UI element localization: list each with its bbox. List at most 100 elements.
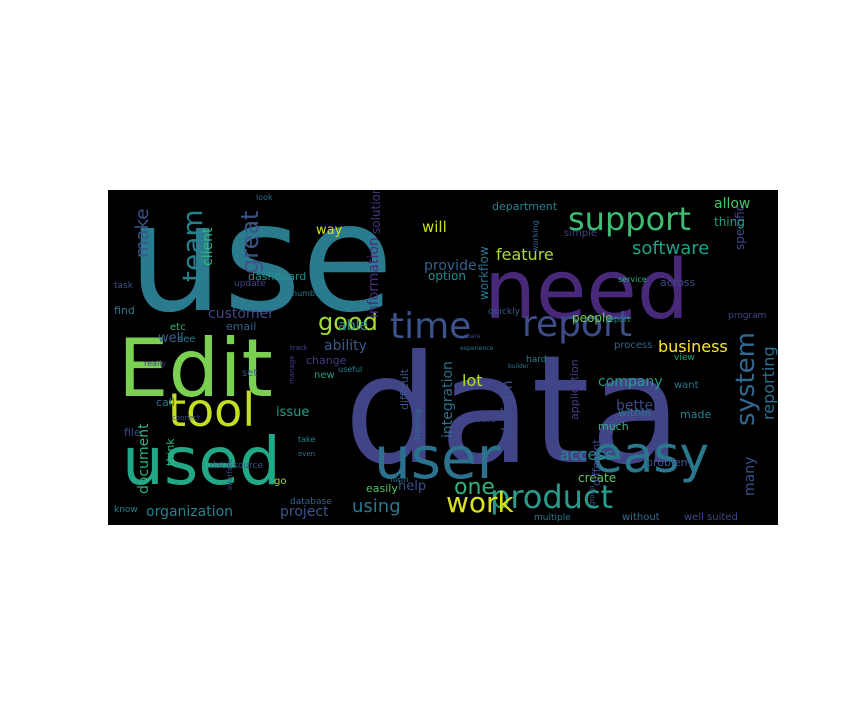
cloud-word-data-source: data source bbox=[210, 461, 263, 471]
cloud-word-will: will bbox=[422, 218, 447, 236]
cloud-word-problem: problem bbox=[646, 456, 692, 469]
cloud-word-people: people bbox=[572, 311, 613, 325]
cloud-word-ability: ability bbox=[324, 338, 367, 354]
cloud-word-builder: builder bbox=[508, 363, 529, 370]
cloud-word-number: number bbox=[292, 289, 324, 298]
cloud-word-good: good bbox=[318, 308, 378, 336]
cloud-word-much: much bbox=[598, 420, 629, 433]
cloud-word-across: across bbox=[660, 276, 696, 289]
cloud-word-manage: manage bbox=[288, 355, 296, 384]
cloud-word-report: report bbox=[522, 304, 632, 345]
cloud-word-take: take bbox=[298, 435, 315, 444]
cloud-word-used: used bbox=[122, 423, 281, 500]
cloud-word-report: report bbox=[606, 315, 630, 324]
cloud-word-team: team bbox=[176, 209, 209, 282]
cloud-word-update: update bbox=[234, 279, 266, 289]
cloud-word-service: service bbox=[618, 275, 647, 284]
cloud-word-working: working bbox=[531, 220, 540, 252]
cloud-word-find: find bbox=[114, 304, 135, 317]
cloud-word-business: business bbox=[658, 337, 728, 356]
cloud-word-interface: interface bbox=[226, 459, 234, 490]
cloud-word-client: client bbox=[200, 227, 216, 266]
cloud-word-product: product bbox=[490, 478, 613, 516]
cloud-word-share: share bbox=[464, 333, 481, 340]
cloud-word-data: data bbox=[344, 324, 682, 498]
cloud-word-look: look bbox=[256, 193, 273, 202]
cloud-word-using: using bbox=[352, 496, 401, 517]
cloud-word-training: training bbox=[413, 409, 422, 440]
cloud-word-different: different bbox=[590, 439, 603, 486]
cloud-word-quickly: quickly bbox=[488, 307, 521, 317]
cloud-word-need: need bbox=[484, 243, 689, 338]
cloud-word-great: great bbox=[236, 211, 264, 274]
cloud-word-company: company bbox=[598, 374, 663, 390]
cloud-word-easy: easy bbox=[592, 426, 709, 484]
cloud-word-application: application bbox=[568, 359, 581, 420]
cloud-word-think: think bbox=[164, 438, 177, 466]
cloud-word-one: one bbox=[454, 475, 495, 500]
cloud-word-go: go bbox=[274, 476, 286, 487]
word-cloud-panel: use data need Edit used user easy tool time repor… bbox=[108, 190, 778, 525]
cloud-word-database: database bbox=[290, 497, 332, 507]
cloud-word-able: able bbox=[338, 318, 368, 334]
cloud-word-better: better bbox=[616, 398, 659, 414]
cloud-word-software: software bbox=[632, 238, 709, 259]
cloud-word-solution: solution bbox=[369, 190, 383, 234]
cloud-word-many: many bbox=[742, 457, 758, 496]
cloud-word-form: form bbox=[390, 475, 409, 484]
cloud-word-reporting: reporting bbox=[759, 346, 778, 420]
cloud-word-want: want bbox=[674, 380, 699, 391]
cloud-word-document: document bbox=[136, 423, 152, 494]
cloud-word-hard: hard bbox=[526, 355, 546, 365]
cloud-word-simple: simple bbox=[564, 228, 597, 239]
cloud-word-work: work bbox=[446, 486, 515, 519]
cloud-word-workflow: workflow bbox=[477, 246, 491, 300]
cloud-word-make: make bbox=[132, 209, 153, 258]
cloud-word-access: access bbox=[560, 445, 614, 464]
cloud-word-user: user bbox=[374, 424, 501, 492]
cloud-word-way: way bbox=[316, 223, 343, 238]
cloud-word-needed: needed bbox=[466, 415, 496, 424]
cloud-word-tool: tool bbox=[168, 383, 255, 437]
cloud-word-easily: easily bbox=[366, 482, 398, 495]
cloud-word-email: email bbox=[226, 320, 256, 333]
cloud-word-change: change bbox=[306, 354, 347, 367]
cloud-word-information: information bbox=[366, 237, 382, 318]
cloud-word-well: well bbox=[158, 331, 184, 346]
cloud-word-process: process bbox=[614, 340, 652, 351]
cloud-word-organization: organization bbox=[146, 504, 233, 520]
cloud-word-file: file bbox=[124, 426, 141, 439]
cloud-word-thing: thing bbox=[714, 215, 745, 229]
cloud-word-allow: allow bbox=[714, 196, 750, 212]
cloud-word-integration: integration bbox=[440, 361, 456, 438]
cloud-word-specific: specific bbox=[733, 205, 747, 250]
cloud-word-system: system bbox=[731, 332, 761, 426]
cloud-word-made: made bbox=[680, 408, 711, 421]
cloud-word-task: task bbox=[114, 281, 134, 291]
cloud-word-department: department bbox=[492, 200, 558, 213]
cloud-word-customer: customer bbox=[208, 306, 274, 322]
cloud-word-feature: feature bbox=[496, 245, 554, 264]
cloud-word-view: view bbox=[674, 353, 695, 363]
cloud-word-see: see bbox=[178, 334, 196, 345]
cloud-word-call: call bbox=[156, 396, 175, 409]
cloud-word-difficult: difficult bbox=[398, 368, 411, 410]
cloud-word-track: track bbox=[290, 344, 309, 352]
cloud-word-provide: provide bbox=[424, 258, 477, 274]
cloud-word-group: group bbox=[588, 485, 596, 506]
cloud-word-use: use bbox=[128, 190, 394, 346]
cloud-word-lot: lot bbox=[462, 371, 483, 390]
cloud-word-platform: platform bbox=[500, 381, 516, 441]
cloud-word-help: help bbox=[398, 479, 426, 494]
cloud-word-experience: experience bbox=[460, 345, 494, 352]
cloud-word-time: time bbox=[390, 306, 471, 347]
cloud-word-support: support bbox=[568, 200, 691, 238]
cloud-word-multiple: multiple bbox=[534, 513, 571, 523]
cloud-word-even: even bbox=[298, 450, 315, 458]
cloud-word-option: option bbox=[428, 269, 466, 283]
cloud-word-know: know bbox=[114, 505, 138, 515]
cloud-word-without: without bbox=[622, 512, 660, 523]
cloud-word-new: new bbox=[314, 370, 335, 381]
cloud-word-connect: connect bbox=[172, 414, 200, 422]
